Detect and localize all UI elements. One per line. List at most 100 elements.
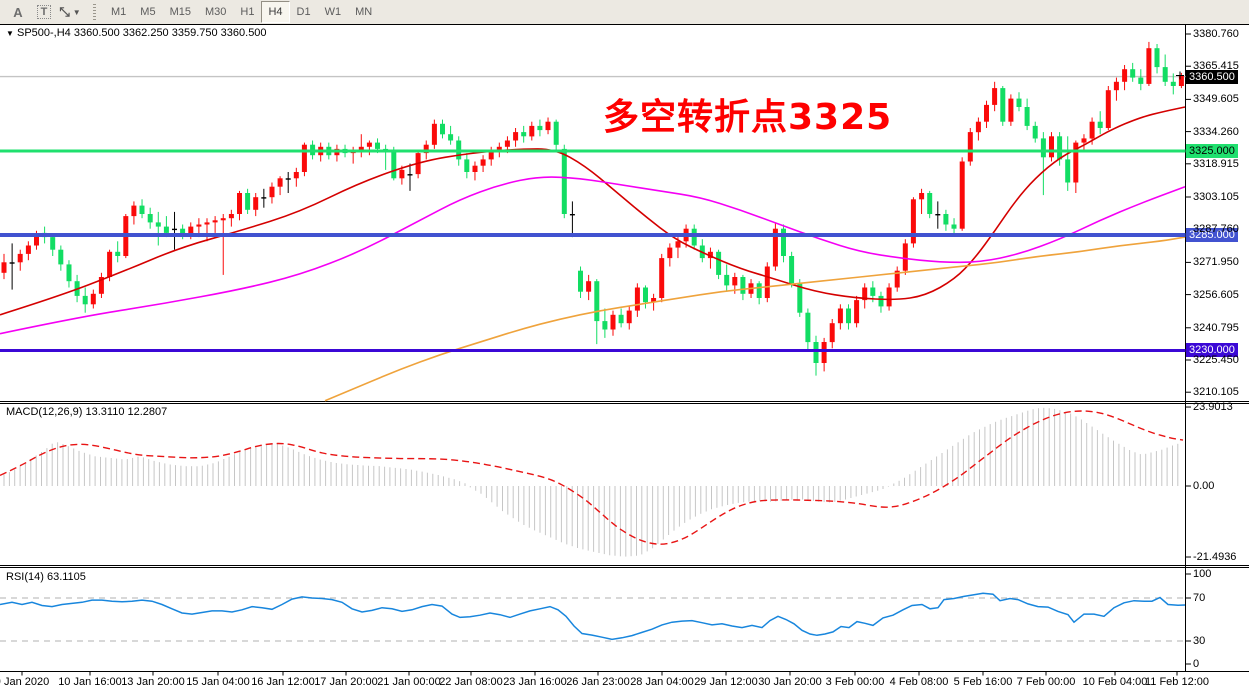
last-tick-marker [1176, 71, 1184, 80]
candle [180, 228, 186, 235]
candle [732, 277, 738, 286]
candle [34, 235, 39, 246]
candle [448, 134, 454, 141]
candle [610, 314, 616, 330]
candle [789, 256, 795, 284]
toolbar-grip-handle[interactable] [93, 4, 96, 20]
candle [293, 172, 299, 179]
candle [821, 342, 827, 363]
candle [764, 266, 770, 298]
candle [504, 140, 510, 147]
ma-orange [324, 236, 1186, 402]
candle [204, 222, 210, 225]
candle [781, 228, 786, 256]
arrow-tools-button[interactable]: ⤡ ▼ [58, 1, 82, 23]
candle [707, 251, 713, 259]
candle [9, 262, 15, 264]
candle [212, 220, 218, 223]
candle [797, 283, 803, 313]
candle [480, 159, 486, 166]
timeframe-toolbar: M1 M5 M15 M30 H1 H4 D1 W1 MN [104, 0, 379, 24]
candle [1154, 48, 1160, 68]
candle [935, 214, 941, 216]
timeframe-button-h1[interactable]: H1 [240, 6, 255, 18]
candle [602, 321, 608, 330]
candle [269, 186, 275, 198]
candle [651, 298, 657, 303]
candle [464, 159, 470, 172]
candle [1081, 138, 1087, 143]
candle [1024, 107, 1030, 126]
candle [578, 270, 583, 292]
candle [1073, 142, 1079, 183]
timeframe-button-m15[interactable]: M15 [169, 6, 191, 18]
timeframe-button-m1[interactable]: M1 [111, 6, 127, 18]
chevron-down-icon: ▼ [72, 7, 81, 17]
font-tool-icon: A [13, 4, 23, 20]
candle [1146, 48, 1152, 84]
candle [115, 251, 121, 256]
candle [1089, 121, 1095, 139]
candle [975, 121, 981, 133]
candle [1113, 81, 1119, 91]
candle [1178, 75, 1184, 86]
candle [220, 218, 226, 221]
candle [537, 125, 543, 131]
candle [919, 193, 925, 200]
candle [772, 228, 778, 267]
arrow-tools-icon: ⤡ [59, 4, 70, 19]
ma-magenta [0, 176, 1186, 335]
font-tool-button[interactable]: A [6, 1, 30, 23]
candle [172, 228, 177, 231]
candle [139, 205, 145, 214]
candle [594, 281, 600, 322]
candle [756, 283, 762, 298]
timeframe-button-d1[interactable]: D1 [296, 6, 311, 18]
candle [1138, 77, 1144, 84]
text-box-tool-button[interactable]: T [32, 1, 56, 23]
candle [66, 264, 72, 282]
candle [90, 293, 96, 305]
candle [1065, 159, 1071, 183]
candle [513, 132, 519, 141]
timeframe-button-h4[interactable]: H4 [261, 1, 290, 23]
candle [992, 88, 998, 105]
candle [285, 178, 291, 180]
candle [1016, 98, 1022, 107]
candle [805, 312, 811, 343]
timeframe-button-m30[interactable]: M30 [204, 6, 227, 18]
timeframe-button-w1[interactable]: W1 [324, 6, 342, 18]
candle [724, 274, 730, 286]
candle [854, 300, 860, 324]
timeframe-button-mn[interactable]: MN [355, 6, 373, 18]
timeframe-button-m5[interactable]: M5 [140, 6, 156, 18]
candle [496, 146, 502, 151]
candle [1162, 67, 1168, 82]
candle [155, 222, 161, 227]
candle [667, 247, 673, 259]
candle [634, 287, 640, 311]
candle [17, 253, 23, 263]
candle [569, 214, 575, 216]
candle [358, 146, 364, 151]
candle [943, 214, 949, 225]
candle [440, 123, 445, 135]
candle [277, 178, 283, 187]
candle [618, 314, 624, 324]
candle [545, 121, 551, 131]
ma-red [0, 106, 1186, 316]
candle [163, 226, 169, 233]
candle [1170, 81, 1176, 86]
candle [188, 226, 194, 235]
axis-ticks [21, 33, 1191, 676]
candle [967, 132, 973, 162]
candle [691, 228, 697, 246]
candle [375, 142, 380, 149]
candle [261, 197, 267, 199]
candle [586, 281, 592, 292]
candle [959, 161, 965, 229]
toolbar: A T ⤡ ▼ M1 M5 M15 M30 H1 H4 D1 W1 MN [0, 0, 1249, 25]
candle [423, 144, 429, 154]
candle [675, 241, 681, 248]
